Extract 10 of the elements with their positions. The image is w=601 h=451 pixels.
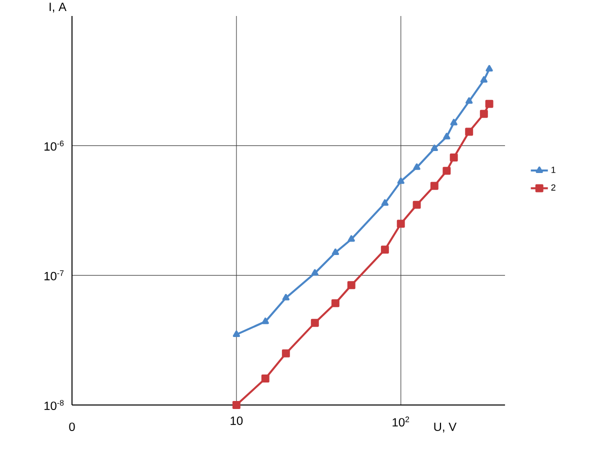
x-tick-label: 10 <box>230 416 243 425</box>
y-tick-label: 10$^{-7}$ <box>44 270 64 280</box>
legend-label: 2 <box>551 184 556 191</box>
y-axis-title: I, A <box>50 2 66 12</box>
x-axis-title: U, V <box>434 422 457 432</box>
y-tick-label: 10$^{-6}$ <box>44 140 64 151</box>
y-tick-label: 10$^{-8}$ <box>44 400 64 410</box>
text: 0 <box>69 422 75 432</box>
x-tick-label: 10$^{2}$ <box>392 416 410 427</box>
legend-label: 1 <box>552 166 556 173</box>
